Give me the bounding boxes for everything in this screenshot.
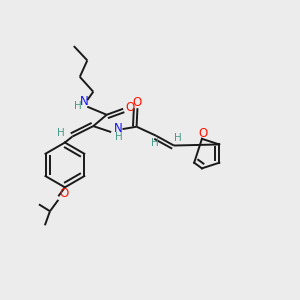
Text: H: H <box>174 133 181 143</box>
Text: O: O <box>125 101 134 114</box>
Text: O: O <box>199 127 208 140</box>
Text: O: O <box>133 96 142 109</box>
Text: H: H <box>151 138 158 148</box>
Text: O: O <box>59 187 68 200</box>
Text: N: N <box>114 122 123 135</box>
Text: H: H <box>74 101 82 111</box>
Text: H: H <box>115 132 122 142</box>
Text: H: H <box>57 128 65 138</box>
Text: N: N <box>80 95 89 108</box>
